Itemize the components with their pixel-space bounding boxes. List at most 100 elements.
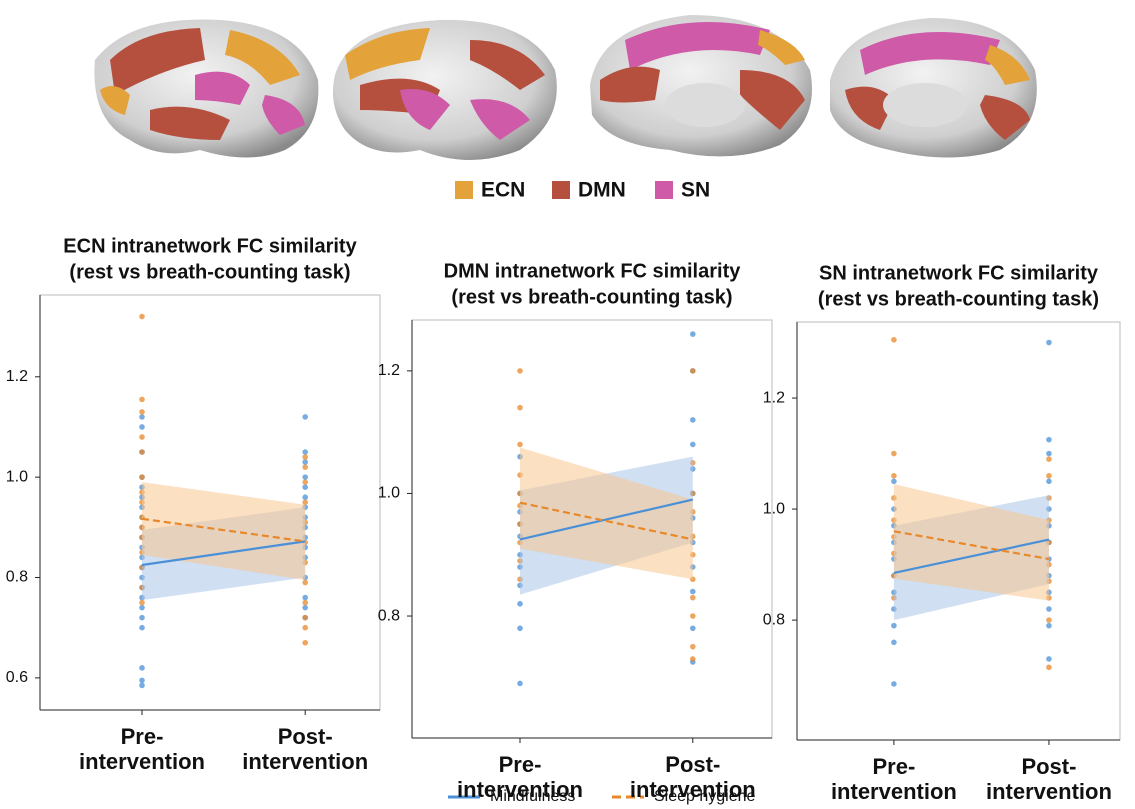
x-tick-label: Post-intervention bbox=[230, 724, 380, 775]
data-point bbox=[517, 405, 523, 411]
brain-left-medial bbox=[590, 15, 812, 156]
data-point bbox=[1046, 656, 1052, 662]
x-tick-label: Pre-intervention bbox=[445, 752, 595, 803]
data-point bbox=[139, 683, 145, 689]
data-point bbox=[517, 442, 523, 448]
data-point bbox=[139, 605, 145, 611]
y-tick-label: 1.0 bbox=[763, 500, 785, 517]
network-label: SN bbox=[681, 179, 710, 202]
x-tick-label: Pre-intervention bbox=[67, 724, 217, 775]
data-point bbox=[139, 414, 145, 420]
data-point bbox=[302, 605, 308, 611]
data-point bbox=[1046, 617, 1052, 623]
chart: ECN DMN SN ECN intranetwork FC similarity (r… bbox=[0, 0, 1135, 809]
chart-subtitle: (rest vs breath-counting task) bbox=[818, 288, 1099, 310]
data-point bbox=[139, 449, 145, 455]
data-point bbox=[517, 601, 523, 607]
data-point bbox=[690, 417, 696, 423]
data-point bbox=[690, 331, 696, 337]
data-point bbox=[1046, 451, 1052, 457]
network-swatch bbox=[552, 181, 570, 199]
data-point bbox=[302, 414, 308, 420]
chart-title: DMN intranetwork FC similarity bbox=[444, 260, 742, 282]
data-point bbox=[139, 424, 145, 430]
data-point bbox=[302, 479, 308, 485]
data-point bbox=[690, 589, 696, 595]
data-point bbox=[690, 442, 696, 448]
data-point bbox=[517, 368, 523, 374]
chart-subtitle: (rest vs breath-counting task) bbox=[69, 261, 350, 283]
figure: ECN DMN SN ECN intranetwork FC similarity (r… bbox=[0, 0, 1135, 809]
chart-title: SN intranetwork FC similarity bbox=[819, 262, 1099, 284]
data-point bbox=[302, 484, 308, 490]
y-tick-label: 1.0 bbox=[6, 468, 28, 485]
network-label: ECN bbox=[481, 179, 525, 202]
brain-right-medial bbox=[830, 18, 1037, 158]
data-point bbox=[302, 474, 308, 480]
network-swatch bbox=[455, 181, 473, 199]
data-point bbox=[1046, 473, 1052, 479]
data-point bbox=[891, 479, 897, 485]
data-point bbox=[891, 451, 897, 457]
data-point bbox=[891, 623, 897, 629]
y-tick-label: 0.8 bbox=[6, 569, 28, 586]
network-swatch bbox=[655, 181, 673, 199]
data-point bbox=[139, 314, 145, 320]
y-tick-label: 1.0 bbox=[378, 485, 400, 502]
data-point bbox=[690, 613, 696, 619]
data-point bbox=[1046, 623, 1052, 629]
data-point bbox=[517, 681, 523, 687]
y-tick-label: 1.2 bbox=[6, 368, 28, 385]
network-label: DMN bbox=[578, 179, 626, 202]
data-point bbox=[1046, 437, 1052, 443]
data-point bbox=[302, 454, 308, 460]
data-point bbox=[1046, 340, 1052, 346]
data-point bbox=[302, 494, 308, 500]
y-tick-label: 0.8 bbox=[378, 607, 400, 624]
brain-left-lateral bbox=[94, 20, 318, 158]
data-point bbox=[139, 409, 145, 415]
data-point bbox=[891, 337, 897, 343]
data-point bbox=[302, 464, 308, 470]
data-point bbox=[1046, 664, 1052, 670]
data-point bbox=[302, 459, 308, 465]
y-tick-label: 0.6 bbox=[6, 669, 28, 686]
data-point bbox=[1046, 456, 1052, 462]
data-point bbox=[139, 600, 145, 606]
chart-subtitle: (rest vs breath-counting task) bbox=[451, 286, 732, 308]
data-point bbox=[139, 625, 145, 631]
data-point bbox=[690, 368, 696, 374]
data-point bbox=[302, 499, 308, 505]
data-point bbox=[690, 656, 696, 662]
chart-title: ECN intranetwork FC similarity bbox=[63, 235, 357, 257]
x-tick-label: Pre-intervention bbox=[819, 754, 969, 805]
data-point bbox=[139, 397, 145, 403]
data-point bbox=[302, 595, 308, 601]
data-point bbox=[690, 644, 696, 650]
x-tick-label: Post-intervention bbox=[974, 754, 1124, 805]
data-point bbox=[1046, 606, 1052, 612]
y-tick-label: 1.2 bbox=[763, 389, 785, 406]
data-point bbox=[302, 449, 308, 455]
data-point bbox=[302, 580, 308, 586]
x-tick-label: Post-intervention bbox=[618, 752, 768, 803]
data-point bbox=[139, 434, 145, 440]
y-tick-label: 0.8 bbox=[763, 611, 785, 628]
y-tick-label: 1.2 bbox=[378, 362, 400, 379]
brain-right-lateral bbox=[333, 20, 557, 160]
data-point bbox=[139, 615, 145, 621]
data-point bbox=[139, 665, 145, 671]
data-point bbox=[139, 678, 145, 684]
data-point bbox=[891, 473, 897, 479]
data-point bbox=[302, 625, 308, 631]
brain-images bbox=[94, 15, 1036, 160]
data-point bbox=[690, 595, 696, 601]
data-point bbox=[302, 640, 308, 646]
data-point bbox=[139, 474, 145, 480]
data-point bbox=[302, 615, 308, 621]
data-point bbox=[891, 640, 897, 646]
data-point bbox=[1046, 479, 1052, 485]
data-point bbox=[302, 600, 308, 606]
data-point bbox=[517, 625, 523, 631]
data-point bbox=[690, 625, 696, 631]
